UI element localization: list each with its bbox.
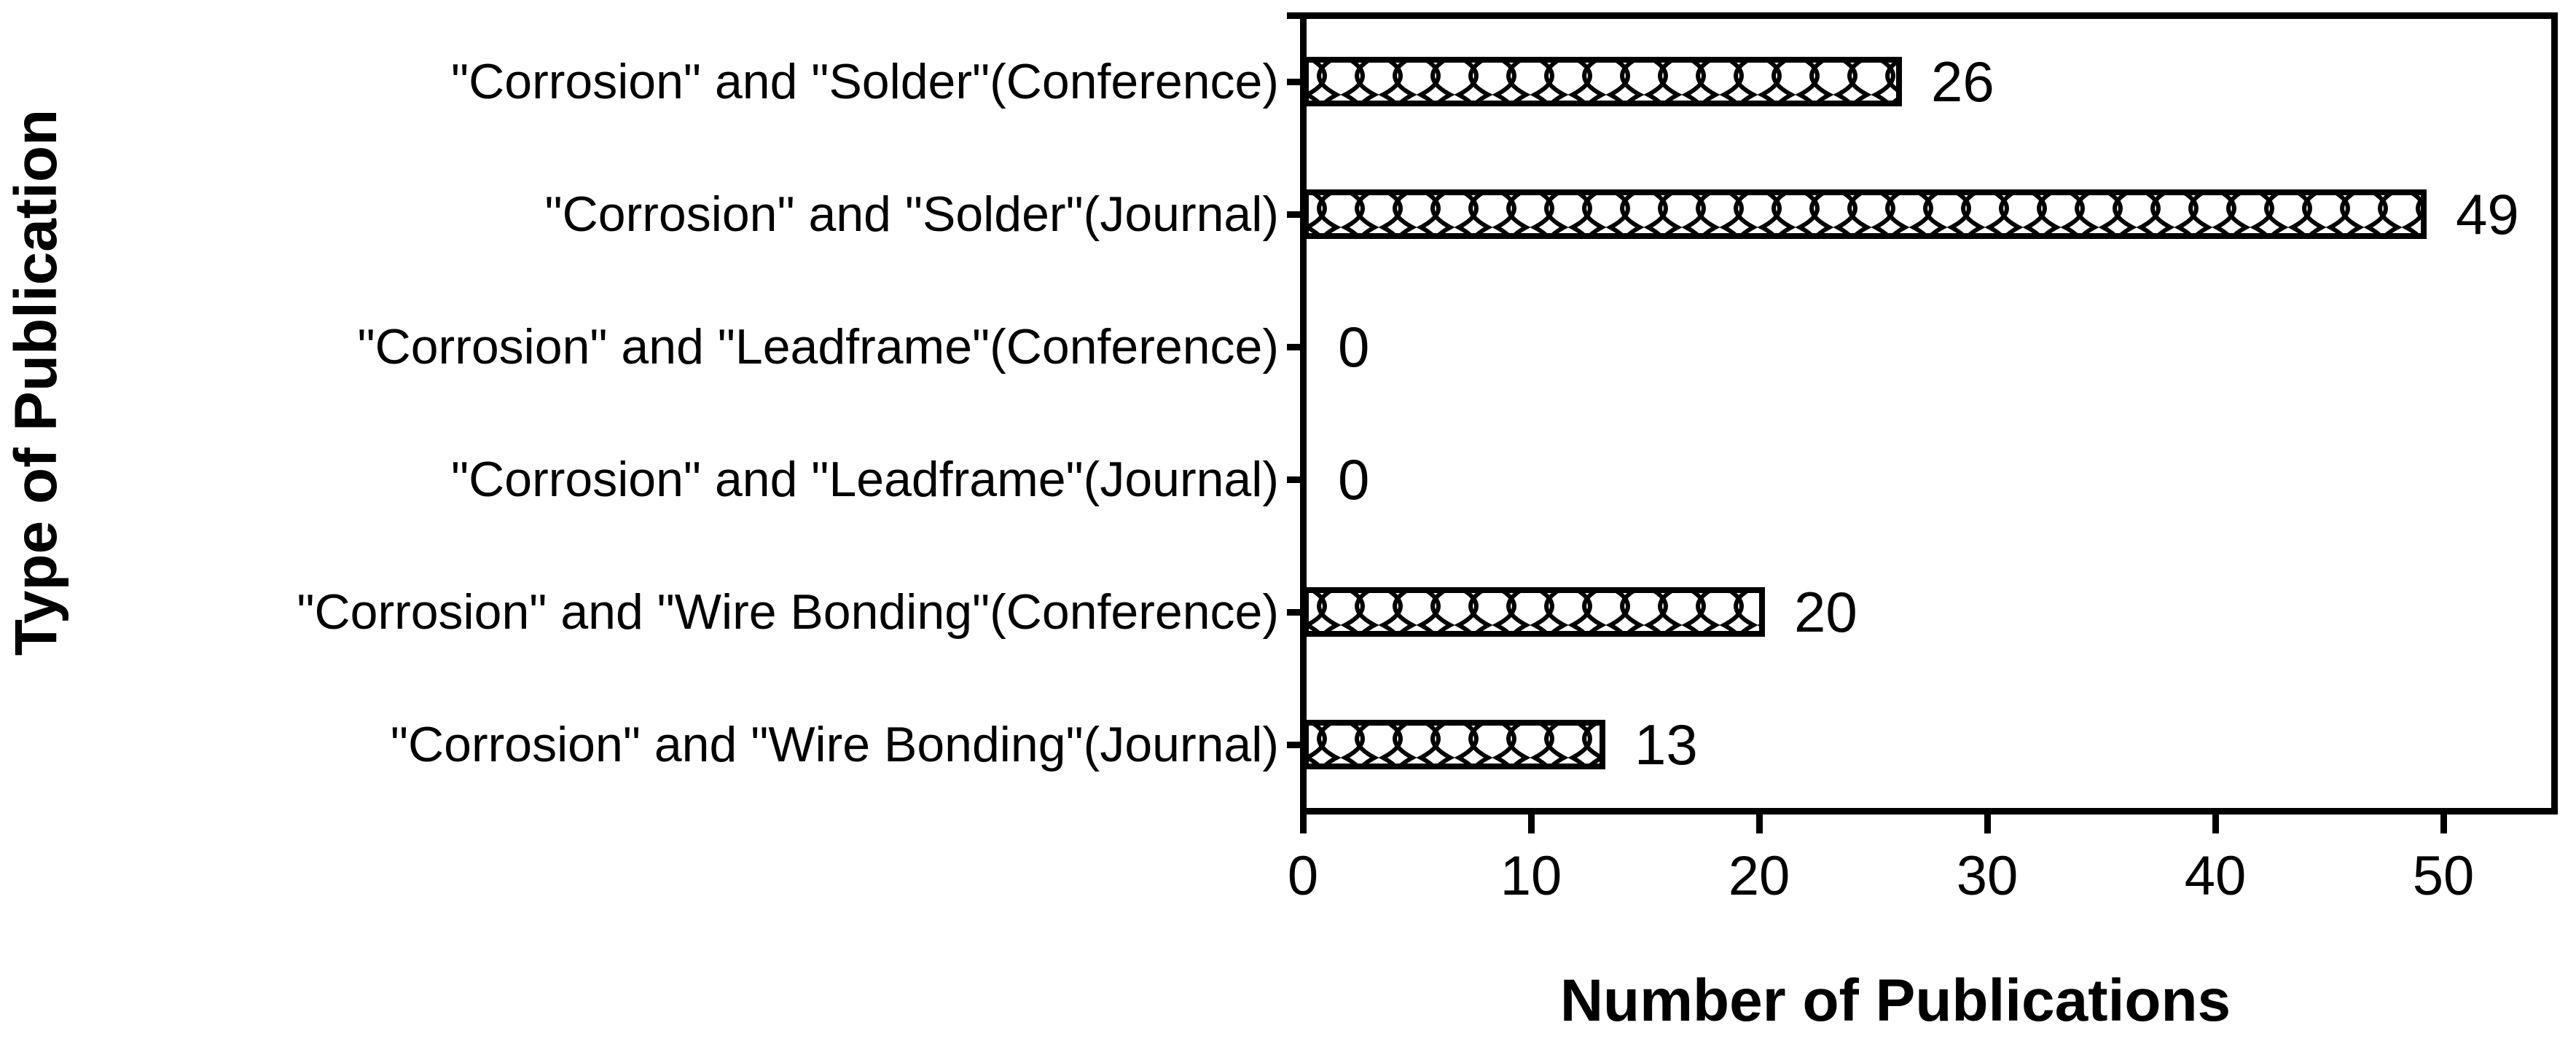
y-axis-tick bbox=[1287, 344, 1301, 350]
bar bbox=[1303, 720, 1605, 769]
category-label: "Corrosion" and "Wire Bonding"(Journal) bbox=[390, 717, 1279, 772]
category-label: "Corrosion" and "Wire Bonding"(Conferenc… bbox=[297, 584, 1279, 640]
y-axis-end-tick bbox=[1287, 12, 1301, 19]
bar-value-label: 0 bbox=[1338, 447, 1370, 511]
y-axis-tick bbox=[1287, 742, 1301, 748]
y-axis-tick bbox=[1287, 211, 1301, 218]
x-axis-tick bbox=[1528, 814, 1535, 833]
bar-value-label: 49 bbox=[2456, 182, 2519, 246]
x-axis-tick bbox=[1756, 814, 1763, 833]
bar-value-label: 0 bbox=[1338, 315, 1370, 379]
x-axis-tick bbox=[2212, 814, 2219, 833]
x-axis-tick-label: 30 bbox=[1956, 845, 2019, 907]
bar-value-label: 13 bbox=[1635, 713, 1698, 777]
x-axis-tick-label: 40 bbox=[2184, 845, 2247, 907]
plot-area bbox=[1300, 12, 2558, 815]
x-axis-tick-label: 20 bbox=[1728, 845, 1790, 907]
category-label: "Corrosion" and "Solder"(Journal) bbox=[544, 187, 1279, 242]
y-axis-tick bbox=[1287, 609, 1301, 616]
y-axis-tick bbox=[1287, 79, 1301, 85]
x-axis-tick-label: 50 bbox=[2412, 845, 2475, 907]
category-label: "Corrosion" and "Solder"(Conference) bbox=[451, 54, 1279, 109]
y-axis-title: Type of Publication bbox=[3, 109, 69, 656]
x-axis-tick-label: 10 bbox=[1500, 845, 1562, 907]
y-axis-tick bbox=[1287, 476, 1301, 483]
x-axis-tick bbox=[1300, 814, 1307, 833]
bar-value-label: 20 bbox=[1794, 580, 1857, 644]
category-label: "Corrosion" and "Leadframe"(Journal) bbox=[451, 452, 1279, 507]
x-axis-tick-label: 0 bbox=[1287, 845, 1319, 907]
x-axis-tick bbox=[2440, 814, 2447, 833]
x-axis-title: Number of Publications bbox=[1559, 968, 2231, 1034]
bar bbox=[1303, 189, 2427, 239]
x-axis-tick bbox=[1984, 814, 1991, 833]
bar bbox=[1303, 57, 1902, 106]
bar bbox=[1303, 587, 1765, 637]
category-label: "Corrosion" and "Leadframe"(Conference) bbox=[357, 319, 1279, 374]
bar-value-label: 26 bbox=[1931, 50, 1994, 114]
